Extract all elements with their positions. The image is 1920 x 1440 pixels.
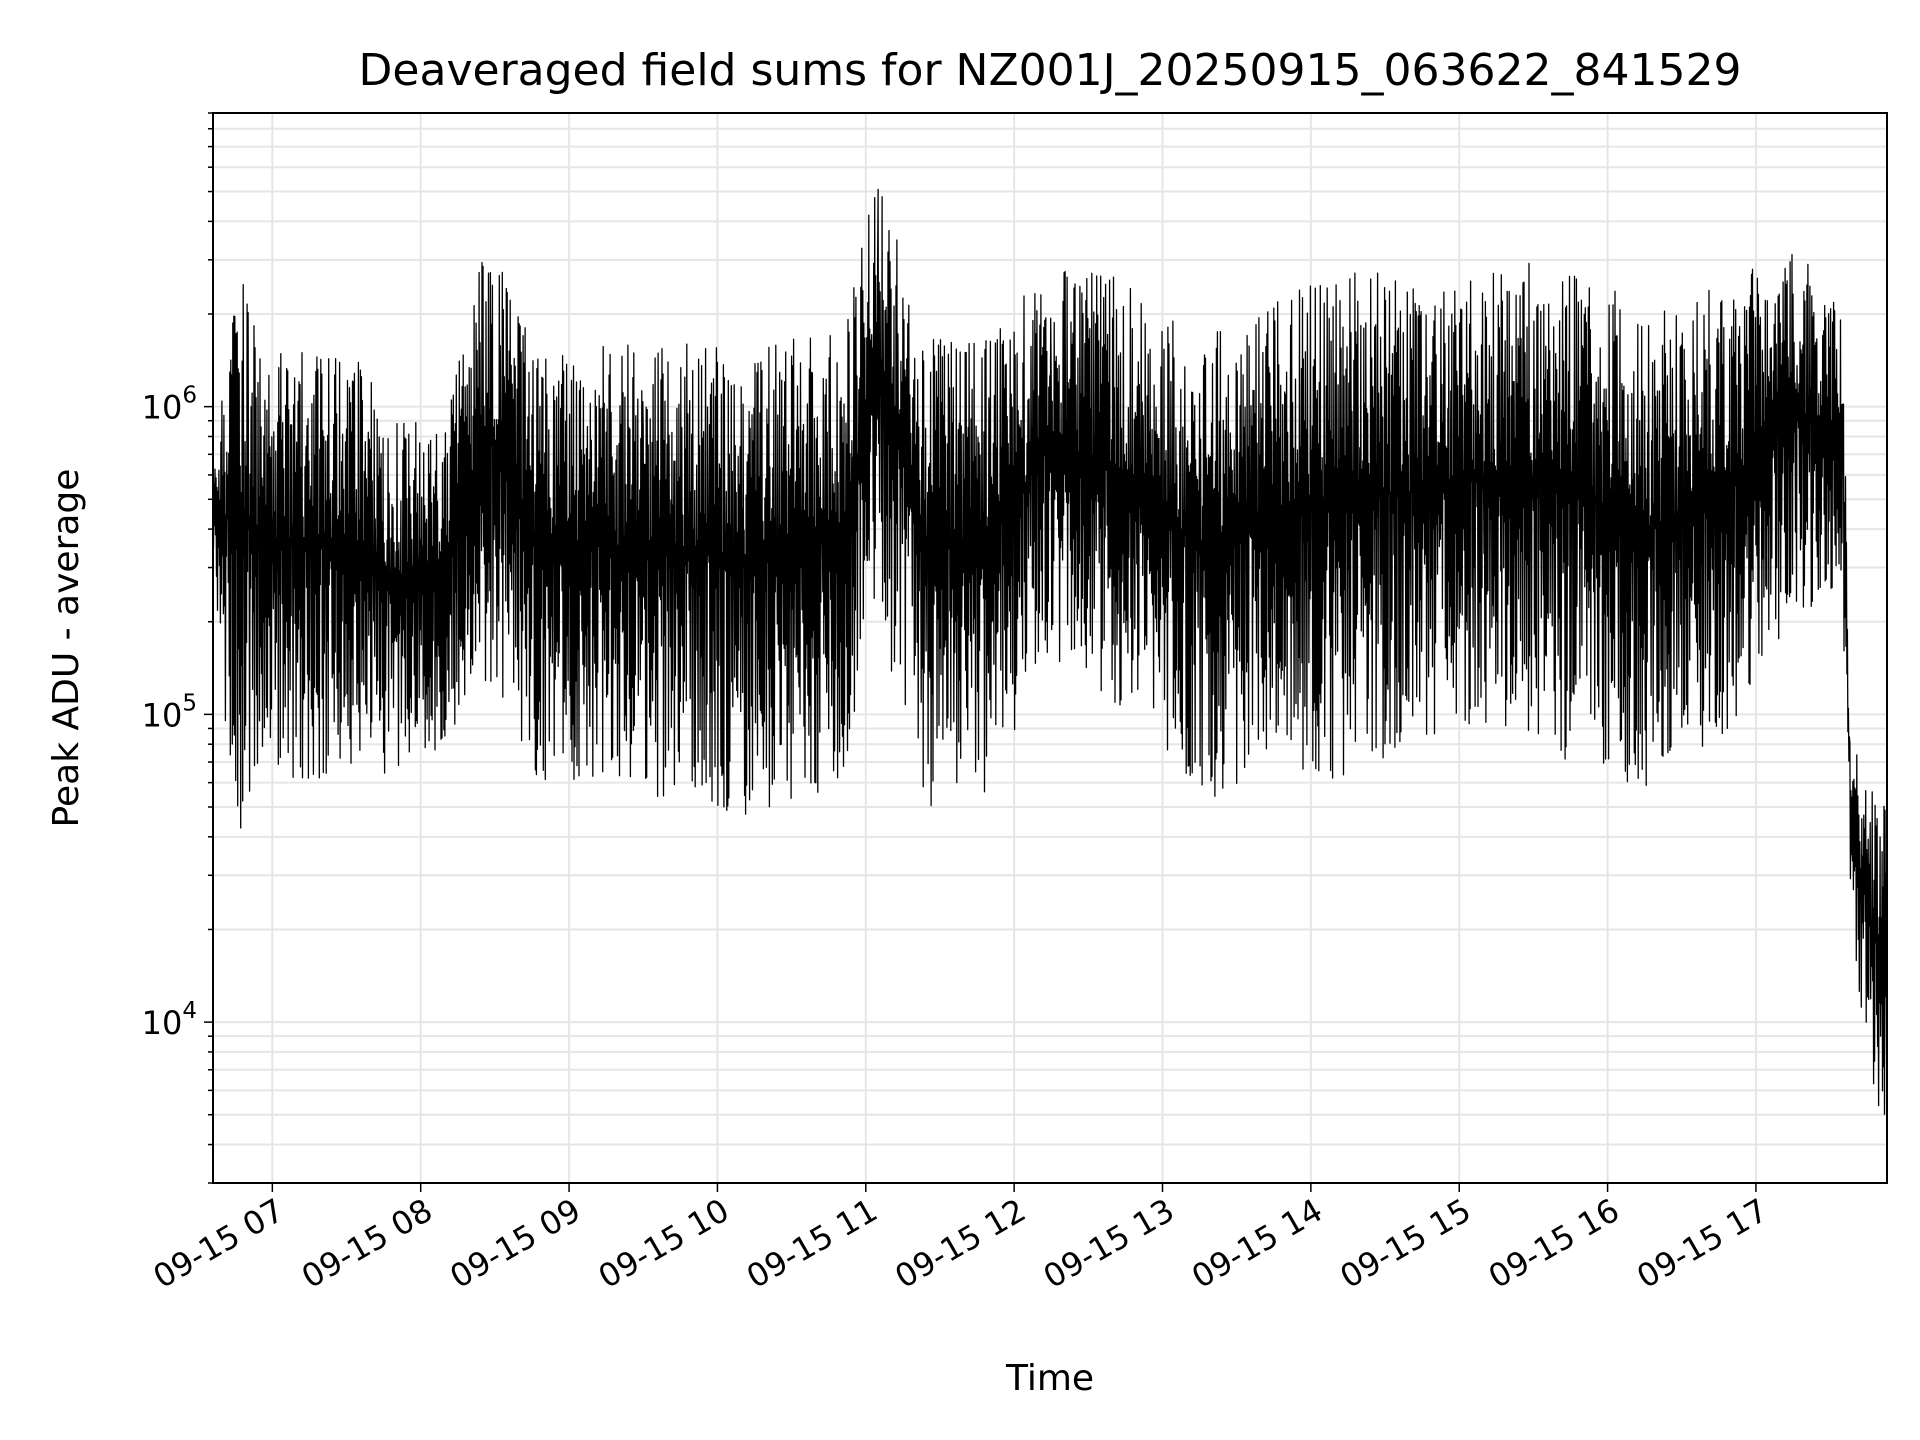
series-layer [212,188,1888,1145]
y-axis-title: Peak ADU - average [46,469,87,828]
y-tick-label-base: 10 [142,696,183,734]
series-line [212,188,1888,1145]
chart-title: Deaveraged field sums for NZ001J_2025091… [359,45,1742,96]
plot-frame [212,112,1888,1184]
y-tick-label: 105 [142,690,197,734]
y-tick-label-base: 10 [142,1004,183,1042]
y-tick-label-exponent: 4 [182,998,197,1024]
y-tick-label: 104 [142,998,197,1042]
y-tick-label-exponent: 5 [182,690,197,716]
y-tick-label-exponent: 6 [182,383,197,409]
x-axis-title: Time [1005,1358,1094,1399]
y-tick-label-base: 10 [142,389,183,427]
y-tick-label: 106 [142,383,197,427]
